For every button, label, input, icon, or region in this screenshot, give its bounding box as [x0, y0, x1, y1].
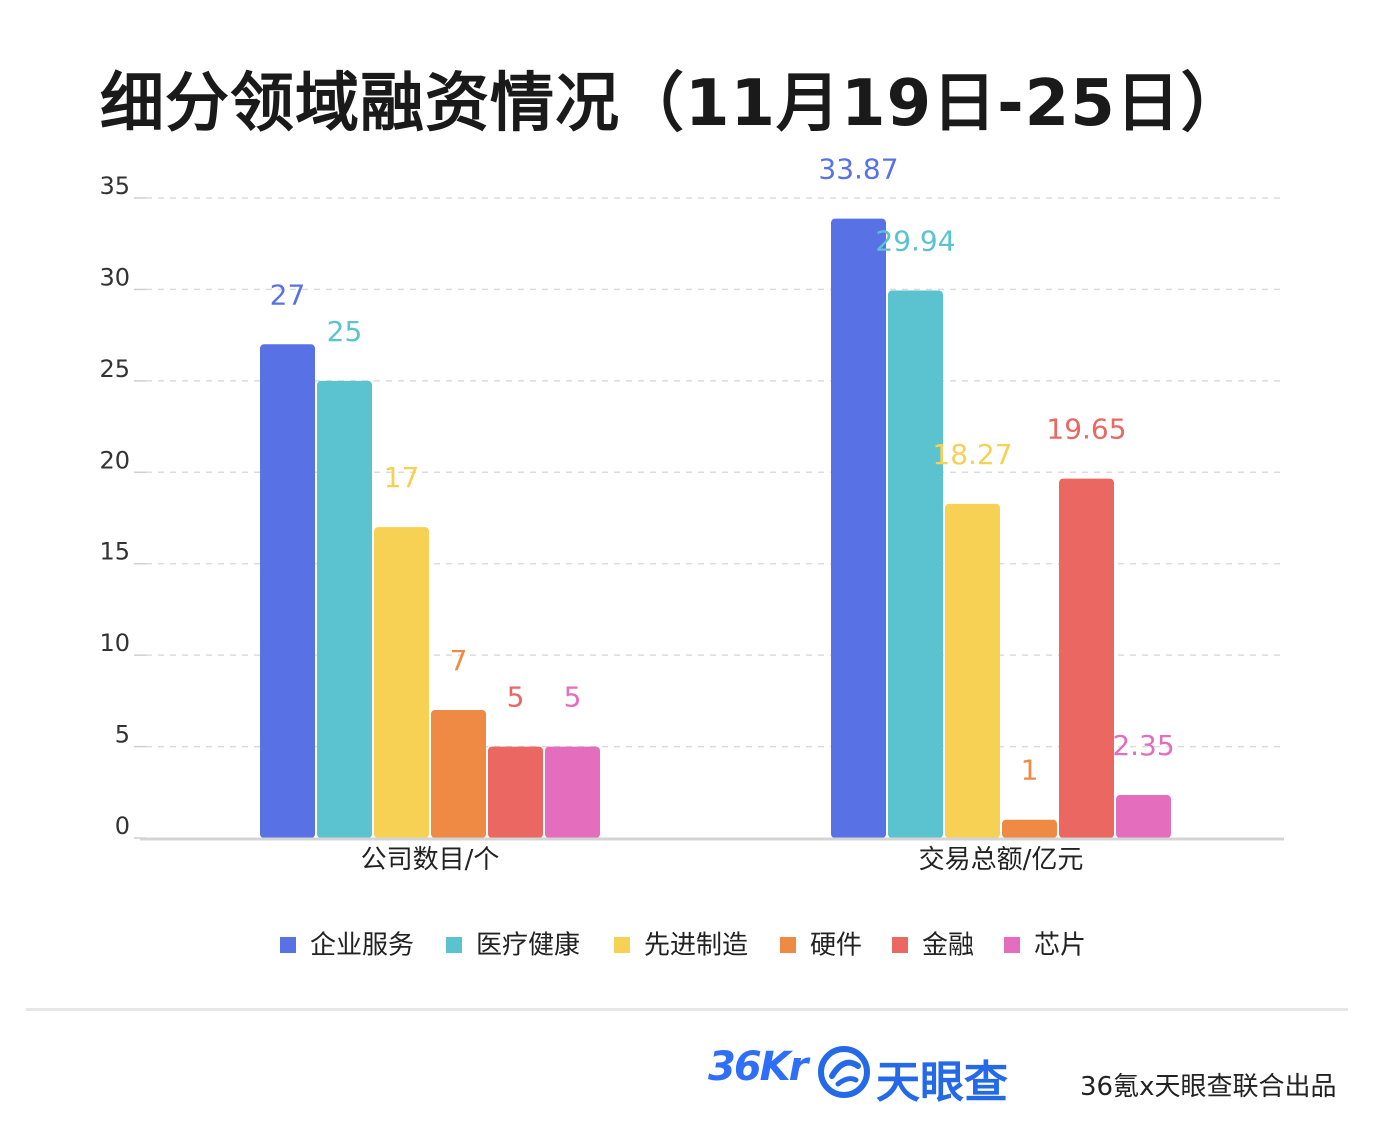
data-label: 18.27	[932, 438, 1012, 471]
bar-金融	[1059, 478, 1114, 838]
bars	[260, 218, 1171, 839]
x-axis: 公司数目/个 交易总额/亿元	[140, 837, 1284, 875]
data-labels: 27 25 17 7 5 5 33.87 29.94 18.27 1 19.65 2.35	[270, 153, 1175, 787]
bar-先进制造	[374, 527, 429, 838]
y-tick-label: 30	[99, 263, 130, 291]
footer-credit: 36氪x天眼查联合出品	[1080, 1072, 1337, 1102]
bar-chart: 0 5 10 15 20 25 30 35 27 25 17 7 5 5 33.87 29.94 18.27 1…	[99, 153, 1284, 961]
bar-芯片	[1116, 795, 1171, 838]
bar-硬件	[431, 710, 486, 838]
x-category-label: 公司数目/个	[361, 845, 500, 875]
y-tick-label: 10	[99, 629, 130, 657]
legend-swatch	[446, 937, 462, 953]
bar-医疗健康	[317, 380, 372, 838]
legend-swatch	[280, 937, 296, 953]
data-label: 1	[1021, 754, 1039, 787]
legend-label: 芯片	[1034, 931, 1086, 961]
footer-divider	[26, 1008, 1348, 1011]
legend-label: 医疗健康	[476, 931, 580, 961]
legend-swatch	[892, 937, 908, 953]
y-tick-label: 15	[99, 538, 130, 566]
bar-芯片	[545, 746, 600, 838]
y-tick-label: 5	[115, 721, 130, 749]
legend-label: 硬件	[810, 931, 862, 961]
logo-36kr: 36Kr	[708, 1044, 808, 1090]
y-tick-label: 0	[115, 812, 130, 840]
data-label: 5	[507, 681, 525, 714]
data-label: 19.65	[1046, 413, 1126, 446]
bar-医疗健康	[888, 290, 943, 838]
legend-swatch	[780, 937, 796, 953]
y-tick-label: 20	[99, 446, 130, 474]
data-label: 2.35	[1112, 729, 1174, 762]
y-axis-ticks: 0 5 10 15 20 25 30 35	[99, 172, 146, 840]
data-label: 33.87	[818, 153, 898, 186]
legend-swatch	[614, 937, 630, 953]
bar-先进制造	[945, 503, 1000, 838]
legend-label: 先进制造	[644, 931, 748, 961]
legend-swatch	[1004, 937, 1020, 953]
tianyancha-logo-icon	[818, 1046, 870, 1098]
bar-硬件	[1002, 819, 1057, 838]
y-tick-label: 35	[99, 172, 130, 200]
legend: 企业服务 医疗健康 先进制造 硬件 金融 芯片	[280, 931, 1086, 961]
legend-label: 金融	[922, 931, 974, 961]
bar-金融	[488, 746, 543, 838]
data-label: 25	[327, 315, 363, 348]
y-tick-label: 25	[99, 355, 130, 383]
x-category-label: 交易总额/亿元	[919, 845, 1084, 875]
data-label: 7	[450, 644, 468, 677]
data-label: 17	[384, 461, 420, 494]
data-label: 27	[270, 278, 306, 311]
data-label: 29.94	[875, 225, 955, 258]
legend-label: 企业服务	[310, 931, 414, 961]
bar-企业服务	[831, 218, 886, 839]
chart-title: 细分领域融资情况（11月19日-25日）	[100, 67, 1246, 141]
bar-企业服务	[260, 344, 315, 838]
data-label: 5	[564, 681, 582, 714]
